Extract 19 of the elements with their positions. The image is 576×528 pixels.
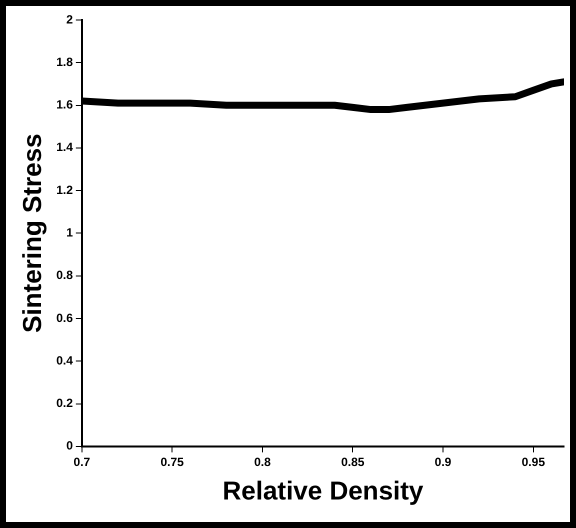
y-tick-label: 1.2 [56,182,74,197]
x-tick-label: 0.85 [341,454,365,469]
y-tick-label: 0 [66,438,74,453]
y-tick-label: 1 [66,226,74,240]
x-tick-label: 0.75 [160,454,184,469]
x-tick-label: 0.7 [74,454,91,469]
y-tick-label: 1.8 [56,54,74,69]
x-tick-label: 0.9 [434,454,452,469]
y-tick-label: 0.8 [56,268,74,282]
x-tick-label: 0.95 [522,454,546,469]
y-tick-label: 2 [66,12,74,26]
x-axis-title: Relative Density [222,476,424,506]
y-axis-title: Sintering Stress [16,133,47,333]
y-tick-label: 1.6 [56,98,74,112]
y-tick-label: 0.6 [56,310,74,325]
y-tick-label: 0.2 [56,396,74,410]
x-tick-label: 0.8 [254,454,272,469]
y-tick-label: 0.4 [56,353,74,368]
y-tick-label: 1.4 [56,140,74,154]
